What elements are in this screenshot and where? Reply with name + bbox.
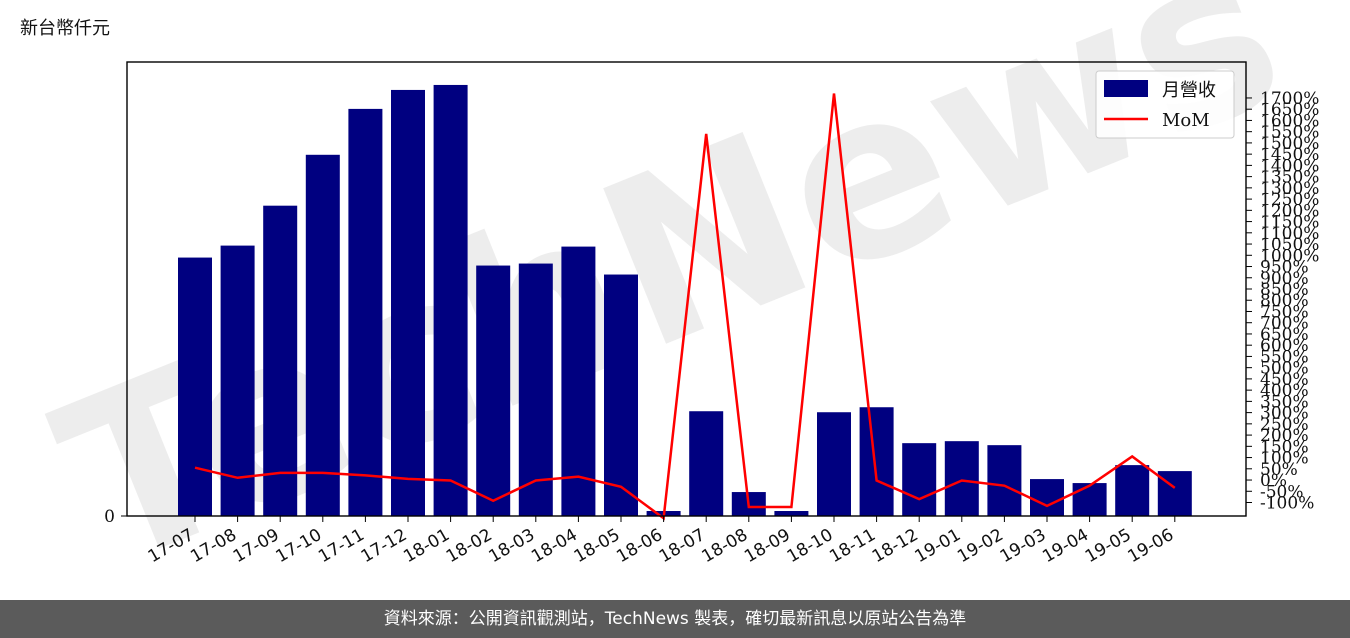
y-right-tick-label: 500% [1260, 359, 1309, 379]
bars-group [178, 84, 1192, 517]
bar-18-10 [817, 412, 851, 516]
bar-18-11 [859, 407, 894, 516]
bar-19-05 [1115, 465, 1150, 516]
y-right-tick-label: 800% [1260, 291, 1309, 311]
y-right-tick-label: 950% [1260, 258, 1309, 278]
bar-18-01 [433, 84, 468, 516]
y-right-tick-label: 1200% [1260, 201, 1319, 221]
y-right-tick-label: 700% [1260, 314, 1309, 334]
y-right-tick-label: 1650% [1260, 100, 1319, 120]
x-tick-label: 18-05 [571, 525, 624, 567]
y-right-tick-label: 350% [1260, 392, 1309, 412]
bar-17-11 [348, 108, 383, 517]
x-tick-label: 19-03 [997, 525, 1050, 567]
y-right-tick-label: 50% [1260, 460, 1298, 480]
bar-17-07 [178, 257, 212, 516]
y-right-tick-label: -100% [1260, 494, 1314, 514]
x-tick-label: 19-06 [1125, 525, 1178, 567]
y-right-tick-label: 1250% [1260, 190, 1319, 210]
y-right-tick-label: 1700% [1260, 89, 1319, 109]
legend: 月營收 MoM [1095, 70, 1235, 139]
x-tick-label: 19-02 [954, 525, 1007, 567]
mom-line-group [194, 93, 1176, 521]
y-right-tick-label: 1500% [1260, 134, 1319, 154]
y-axis-unit-label: 新台幣仟元 [20, 18, 110, 39]
x-tick-label: 18-10 [784, 525, 837, 567]
source-footer: 資料來源：公開資訊觀測站，TechNews 製表，確切最新訊息以原站公告為準 [0, 600, 1350, 638]
y-right-tick-label: -50% [1260, 482, 1304, 502]
y-right-tick-label: 1600% [1260, 111, 1319, 131]
bar-17-08 [220, 245, 255, 516]
bar-17-09 [263, 205, 298, 516]
bar-19-02 [987, 445, 1022, 516]
x-tick-label: 18-03 [486, 525, 539, 567]
x-tick-label: 18-08 [699, 525, 752, 567]
y-right-tick-label: 550% [1260, 347, 1309, 367]
y-right-tick-label: 250% [1260, 415, 1309, 435]
y-right-tick-label: 1350% [1260, 168, 1319, 188]
bar-17-10 [305, 154, 340, 517]
y-left-tick-label: 0 [104, 507, 115, 527]
y-right-tick-label: 0% [1260, 471, 1287, 491]
x-tick-label: 18-04 [528, 525, 581, 567]
x-tick-label: 18-01 [400, 525, 453, 567]
y-right-tick-label: 1150% [1260, 213, 1319, 233]
bar-19-04 [1072, 483, 1107, 516]
y-right-tick-label: 400% [1260, 381, 1309, 401]
y-right-tick-label: 1100% [1260, 224, 1319, 244]
bar-18-03 [518, 263, 553, 516]
y-right-tick-label: 1300% [1260, 179, 1319, 199]
y-right-tick-label: 1550% [1260, 123, 1319, 143]
x-tick-label: 19-04 [1039, 525, 1092, 567]
bar-18-04 [561, 246, 596, 517]
y-right-tick-label: 650% [1260, 325, 1309, 345]
legend-label-revenue: 月營收 [1162, 80, 1216, 101]
y-right-tick-label: 900% [1260, 269, 1309, 289]
revenue-mom-chart: TechNews 0-100%-50%0%50%100%150%200%250%… [27, 0, 1319, 600]
legend-label-mom: MoM [1162, 110, 1210, 131]
y-right-tick-label: 1400% [1260, 156, 1319, 176]
bar-18-02 [476, 265, 511, 516]
x-tick-label: 18-02 [443, 525, 496, 567]
y-right-tick-label: 150% [1260, 437, 1309, 457]
x-tick-label: 19-05 [1082, 525, 1135, 567]
bar-17-12 [391, 89, 425, 516]
y-right-tick-label: 1050% [1260, 235, 1319, 255]
y-right-tick-label: 200% [1260, 426, 1309, 446]
bar-18-09 [774, 511, 809, 516]
y-right-tick-label: 300% [1260, 404, 1309, 424]
y-right-tick-label: 850% [1260, 280, 1309, 300]
y-right-tick-label: 100% [1260, 449, 1309, 469]
y-right-tick-label: 450% [1260, 370, 1309, 390]
bar-18-05 [604, 274, 638, 516]
bar-18-07 [689, 411, 724, 516]
x-tick-label: 19-01 [912, 525, 965, 567]
bar-18-12 [902, 443, 937, 516]
y-right-tick-label: 600% [1260, 336, 1309, 356]
y-right-tick-label: 1450% [1260, 145, 1319, 165]
x-tick-label: 18-07 [656, 525, 709, 567]
mom-line [194, 93, 1176, 521]
bar-19-01 [944, 441, 979, 516]
x-tick-label: 18-12 [869, 525, 922, 567]
legend-swatch-bar [1104, 80, 1148, 97]
x-tick-label: 18-09 [741, 525, 794, 567]
x-tick-label: 18-06 [613, 525, 666, 567]
x-tick-label: 18-11 [826, 525, 879, 567]
x-tick-label: 17-12 [358, 525, 411, 567]
y-right-tick-label: 1000% [1260, 246, 1319, 266]
y-right-tick-label: 750% [1260, 302, 1309, 322]
bar-19-03 [1030, 479, 1064, 516]
